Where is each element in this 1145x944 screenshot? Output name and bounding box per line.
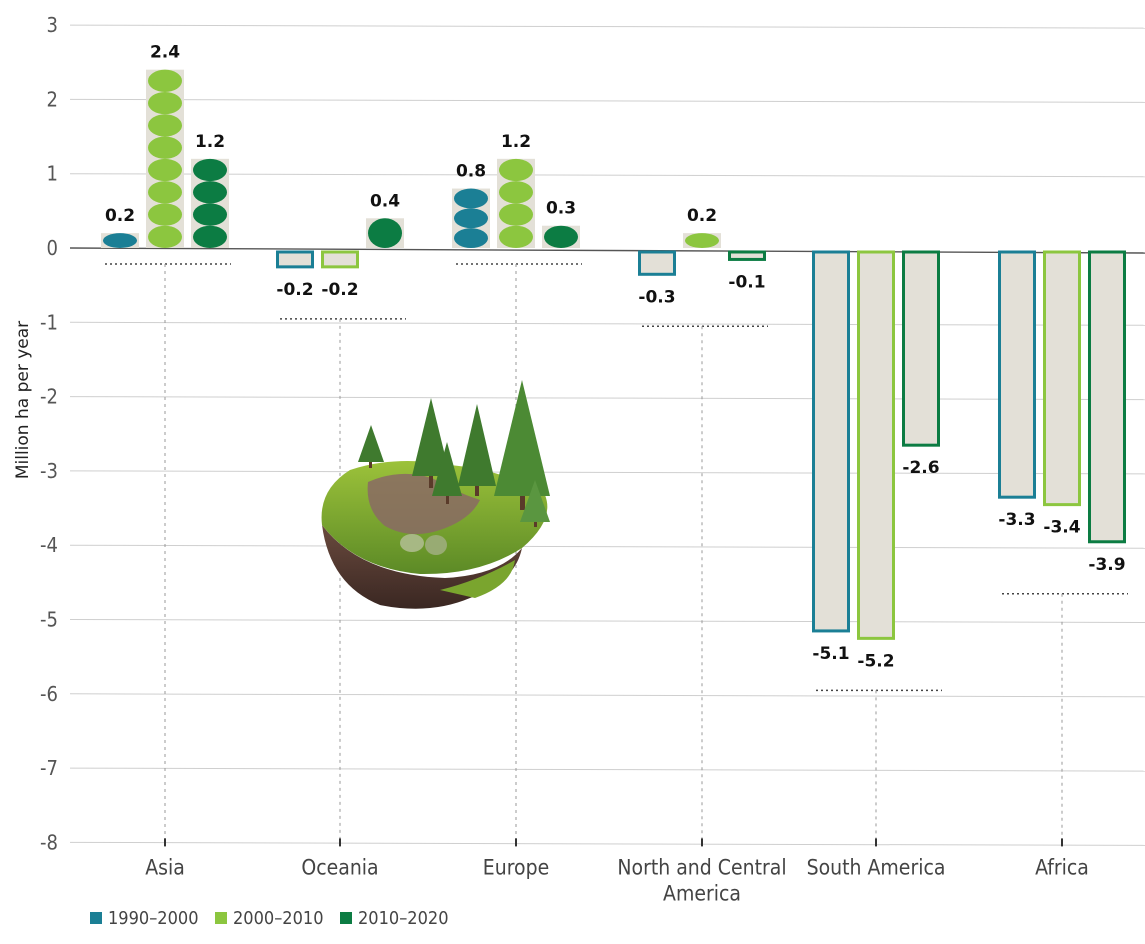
legend: 1990–2000 2000–2010 2010–2020 <box>90 908 449 929</box>
tree-bar <box>454 188 488 249</box>
gridline <box>69 767 1145 772</box>
legend-label: 1990–2000 <box>108 908 199 929</box>
gridlines <box>69 24 1145 846</box>
bar-negative <box>902 250 940 447</box>
data-label: -5.2 <box>857 651 894 671</box>
gridline <box>69 24 1145 29</box>
y-tick-label: 1 <box>47 162 58 186</box>
tree-bar <box>544 225 578 248</box>
y-tick-label: -8 <box>40 830 58 854</box>
bar-negative <box>812 250 850 633</box>
category-label: Africa <box>1035 855 1089 879</box>
data-label: 0.4 <box>370 191 400 211</box>
category-label: Asia <box>145 855 185 879</box>
data-label: -0.2 <box>321 280 358 300</box>
gridline <box>69 247 1145 254</box>
bar-negative <box>638 250 676 276</box>
legend-label: 2010–2020 <box>358 908 449 929</box>
gridline <box>69 619 1145 623</box>
y-axis-label: Million ha per year <box>13 321 33 479</box>
tree-bar <box>368 218 402 248</box>
bar-negative <box>857 250 895 640</box>
category-label: North and Central <box>617 855 786 879</box>
y-tick-label: 3 <box>47 13 58 37</box>
category-label: Oceania <box>301 855 378 879</box>
bar-negative <box>321 250 359 269</box>
bar-negative <box>1043 250 1081 507</box>
y-tick-label: -6 <box>40 682 58 706</box>
y-tick-label: -4 <box>40 533 58 557</box>
data-label: 0.2 <box>687 206 717 226</box>
gridline <box>69 173 1145 178</box>
y-tick-label: -3 <box>40 459 58 483</box>
data-label: -0.1 <box>728 272 765 292</box>
legend-swatch <box>215 912 227 924</box>
gridline <box>69 321 1145 326</box>
legend-swatch <box>90 912 102 924</box>
tree-bar <box>499 158 533 248</box>
data-label: -0.3 <box>638 287 675 307</box>
data-label: -5.1 <box>812 644 849 664</box>
bar-negative <box>276 250 314 269</box>
gridline <box>69 470 1145 475</box>
category-labels: Asia Oceania Europe North and CentralAmeric… <box>145 855 1089 905</box>
tree-bar <box>685 233 719 249</box>
y-tick-label: 0 <box>47 236 58 260</box>
bar-negative <box>1088 250 1126 544</box>
gridline <box>69 544 1145 549</box>
data-label: 1.2 <box>501 132 531 152</box>
data-label: 2.4 <box>150 43 180 63</box>
data-label: 0.3 <box>546 199 576 219</box>
data-label: 0.2 <box>105 206 135 226</box>
y-tick-label: -5 <box>40 608 58 632</box>
legend-swatch <box>340 912 352 924</box>
tree-bar <box>148 69 182 248</box>
category-label: South America <box>807 855 946 879</box>
legend-label: 2000–2010 <box>233 908 324 929</box>
forest-island-illustration <box>321 380 550 609</box>
y-tick-label: 2 <box>47 87 58 111</box>
bar-negative <box>998 250 1036 499</box>
data-label: -0.2 <box>276 280 313 300</box>
tree-bar <box>193 158 227 248</box>
gridline <box>69 396 1145 401</box>
gridline <box>69 693 1145 698</box>
data-labels: 0.2 2.4 1.2 -0.2 -0.2 0.4 0.8 1.2 0.3 -0.3 0.2 -0.1… <box>105 43 1126 672</box>
data-label: -3.4 <box>1043 518 1080 538</box>
category-guides <box>105 263 1128 847</box>
gridline <box>69 98 1145 103</box>
bar-negative <box>728 250 766 261</box>
y-tick-label: -7 <box>40 756 58 780</box>
data-label: -3.9 <box>1088 555 1125 575</box>
gridline <box>69 841 1145 846</box>
data-label: -2.6 <box>902 458 939 478</box>
y-tick-label: -1 <box>40 310 58 334</box>
tree-bar <box>103 233 137 249</box>
y-axis-ticks: 3 2 1 0 -1 -2 -3 -4 -5 -6 -7 -8 <box>40 13 58 854</box>
y-tick-label: -2 <box>40 385 58 409</box>
data-label: 1.2 <box>195 132 225 152</box>
bars <box>101 69 1126 640</box>
data-label: 0.8 <box>456 162 486 182</box>
category-label: America <box>663 881 741 905</box>
data-label: -3.3 <box>998 510 1035 530</box>
category-label: Europe <box>483 855 549 879</box>
